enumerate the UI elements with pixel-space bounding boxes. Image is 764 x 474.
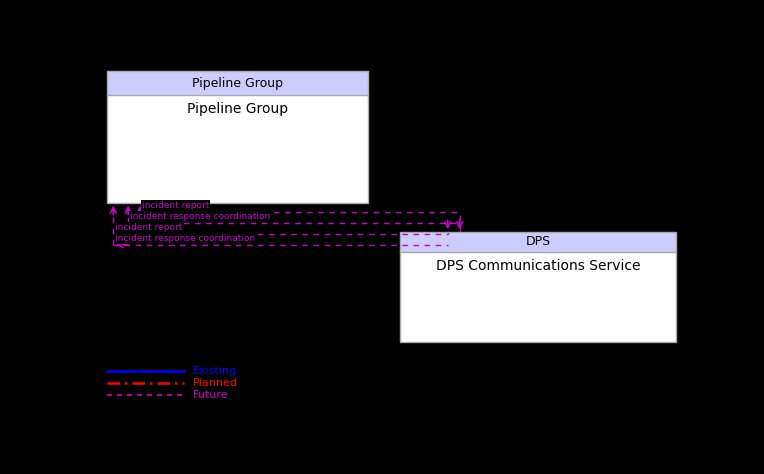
Text: incident response coordination: incident response coordination <box>115 234 255 243</box>
Bar <box>107 72 368 95</box>
Text: DPS: DPS <box>526 236 551 248</box>
Bar <box>107 95 368 203</box>
Text: DPS Communications Service: DPS Communications Service <box>435 259 640 273</box>
Text: incident report: incident report <box>141 201 209 210</box>
Bar <box>107 72 368 203</box>
Text: Pipeline Group: Pipeline Group <box>187 102 288 117</box>
Bar <box>400 232 676 342</box>
Text: incident report: incident report <box>115 223 183 232</box>
Bar <box>400 252 676 342</box>
Text: Pipeline Group: Pipeline Group <box>192 77 283 90</box>
Text: Planned: Planned <box>193 378 238 388</box>
Text: incident response coordination: incident response coordination <box>130 212 270 221</box>
Text: Future: Future <box>193 390 229 400</box>
Text: Existing: Existing <box>193 366 238 376</box>
Bar <box>400 232 676 252</box>
